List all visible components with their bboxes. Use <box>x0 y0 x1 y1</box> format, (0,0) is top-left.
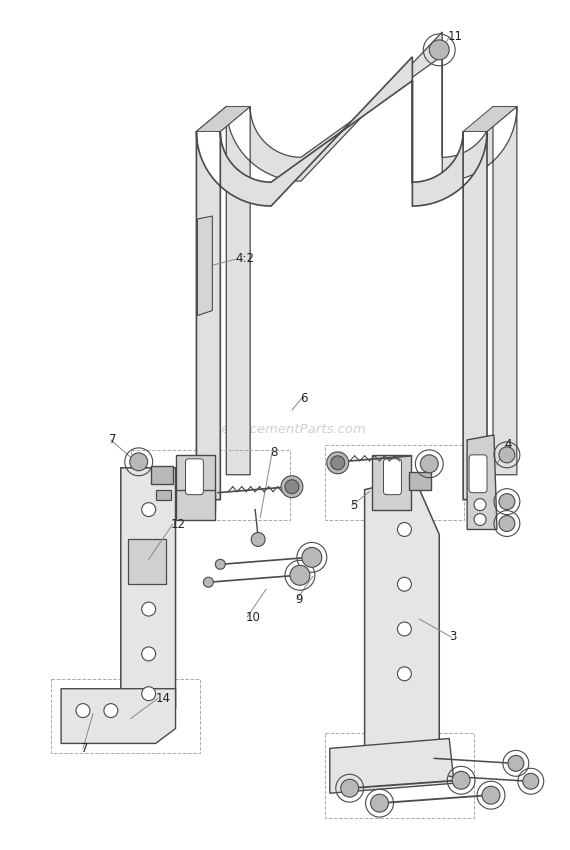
Polygon shape <box>61 688 176 744</box>
Polygon shape <box>467 435 497 530</box>
Polygon shape <box>128 540 165 584</box>
Circle shape <box>302 547 322 567</box>
Circle shape <box>397 622 412 636</box>
Polygon shape <box>372 455 412 510</box>
Circle shape <box>281 476 303 497</box>
Text: 3: 3 <box>449 631 457 643</box>
Circle shape <box>499 494 515 510</box>
Polygon shape <box>463 106 517 132</box>
Circle shape <box>397 577 412 592</box>
Polygon shape <box>150 466 173 484</box>
Text: 14: 14 <box>156 692 170 706</box>
FancyBboxPatch shape <box>384 459 401 495</box>
Circle shape <box>142 687 156 700</box>
Polygon shape <box>176 490 215 519</box>
Circle shape <box>142 647 156 660</box>
Text: eReplacementParts.com: eReplacementParts.com <box>204 423 366 437</box>
Polygon shape <box>197 216 213 315</box>
Circle shape <box>429 40 449 60</box>
Polygon shape <box>226 32 517 475</box>
Text: 7: 7 <box>109 434 116 446</box>
Circle shape <box>452 771 470 789</box>
Circle shape <box>76 704 90 717</box>
Circle shape <box>290 565 310 585</box>
Circle shape <box>215 559 225 570</box>
Text: 7: 7 <box>81 742 88 755</box>
Circle shape <box>370 794 389 812</box>
Text: 9: 9 <box>295 592 303 606</box>
Circle shape <box>203 577 213 587</box>
Circle shape <box>104 704 118 717</box>
Circle shape <box>130 453 148 471</box>
Circle shape <box>508 756 524 771</box>
Circle shape <box>327 452 349 473</box>
FancyBboxPatch shape <box>469 455 487 493</box>
Circle shape <box>142 552 156 566</box>
Polygon shape <box>330 739 454 793</box>
Text: 12: 12 <box>170 518 186 531</box>
FancyBboxPatch shape <box>185 459 203 495</box>
Text: 6: 6 <box>300 392 307 405</box>
Circle shape <box>285 479 299 494</box>
Polygon shape <box>121 468 176 728</box>
Text: 5: 5 <box>349 499 357 512</box>
Circle shape <box>499 516 515 531</box>
Polygon shape <box>365 478 439 779</box>
Circle shape <box>397 666 412 681</box>
Text: 4:2: 4:2 <box>235 252 254 265</box>
Text: 10: 10 <box>245 610 260 624</box>
Polygon shape <box>197 106 250 132</box>
Polygon shape <box>409 472 431 490</box>
Circle shape <box>397 523 412 536</box>
Polygon shape <box>176 455 215 510</box>
Circle shape <box>142 602 156 616</box>
Text: 8: 8 <box>270 446 278 459</box>
Circle shape <box>251 532 265 547</box>
Circle shape <box>523 774 539 789</box>
Text: 4: 4 <box>504 439 511 451</box>
Circle shape <box>499 447 515 462</box>
Circle shape <box>142 502 156 517</box>
Circle shape <box>482 786 500 804</box>
Circle shape <box>341 779 359 797</box>
Circle shape <box>474 499 486 511</box>
Circle shape <box>474 513 486 525</box>
Text: 11: 11 <box>447 31 462 43</box>
Polygon shape <box>197 57 487 500</box>
Circle shape <box>331 456 345 470</box>
Circle shape <box>420 455 438 473</box>
Polygon shape <box>156 490 170 500</box>
